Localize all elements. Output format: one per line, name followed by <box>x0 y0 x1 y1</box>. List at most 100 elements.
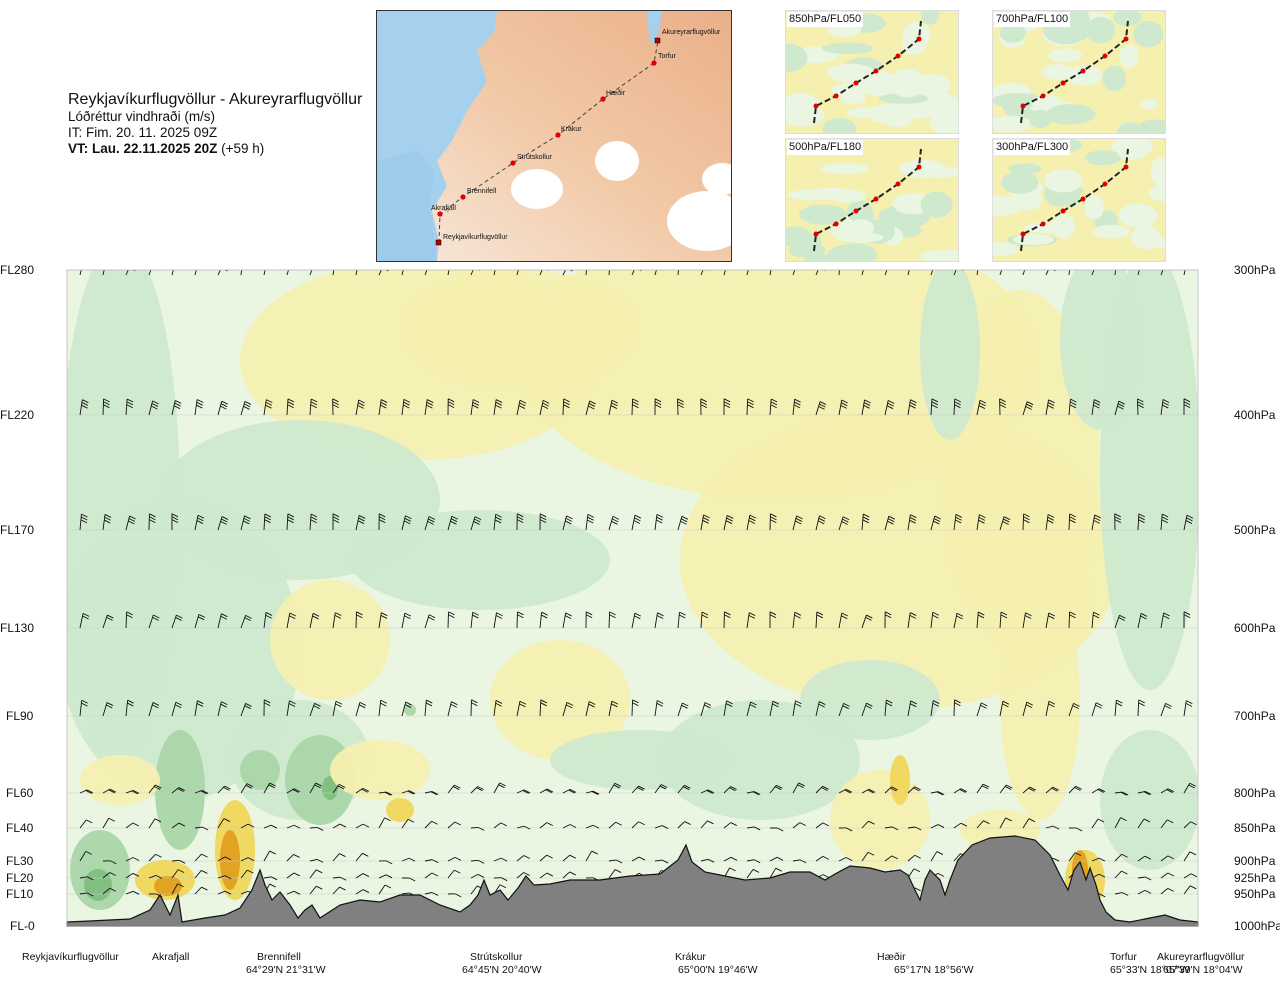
thumbnail-label: 850hPa/FL050 <box>787 12 864 27</box>
wind-barb <box>148 513 156 531</box>
wind-barb <box>769 700 780 717</box>
wind-barb <box>355 701 367 717</box>
map-label-akureyri: Akureyrarflugvöllur <box>662 29 721 36</box>
wind-barb <box>976 820 990 829</box>
wind-barb <box>884 400 895 416</box>
wind-barb <box>953 699 961 717</box>
wind-barb <box>700 820 714 829</box>
wind-barb <box>1068 827 1083 832</box>
wind-barb <box>1091 702 1103 717</box>
wind-barb <box>424 614 436 629</box>
wind-barb <box>148 400 159 416</box>
wind-barb <box>838 827 853 832</box>
wind-barb <box>194 826 209 831</box>
wind-barb <box>1068 702 1080 717</box>
wind-barb <box>792 611 802 629</box>
wind-barb <box>562 824 577 829</box>
wind-barb <box>631 612 642 629</box>
wind-barb <box>792 859 807 864</box>
wind-barb <box>907 854 921 862</box>
wind-barb <box>355 873 370 879</box>
chart-title: Reykjavíkurflugvöllur - Akureyrarflugvöl… <box>68 91 363 108</box>
pressure-level-label: 850hPa <box>1234 821 1276 835</box>
map-label-akrafjall: Akrafjall <box>431 205 456 212</box>
wind-barb <box>447 821 461 829</box>
wind-barb <box>677 515 689 531</box>
wind-barb <box>1045 270 1056 276</box>
wind-barb <box>907 700 917 717</box>
wind-barb <box>401 877 416 882</box>
wind-barb <box>1045 399 1055 416</box>
wind-barb <box>1022 513 1030 531</box>
wind-barb <box>539 513 547 531</box>
wind-barb <box>79 892 94 897</box>
wind-barb <box>378 699 387 717</box>
wind-barb <box>907 514 917 531</box>
wind-barb <box>240 869 254 879</box>
wind-barb <box>309 513 318 531</box>
wind-barb <box>723 611 731 629</box>
wind-barb <box>1160 819 1174 829</box>
wind-barb <box>953 612 964 629</box>
location-name: Hæðir <box>877 951 906 963</box>
wind-barb <box>217 856 232 862</box>
wind-barb <box>1091 857 1106 862</box>
wind-barb <box>217 785 231 794</box>
wind-barb <box>217 516 229 531</box>
wind-barb <box>861 820 875 829</box>
route-map-canvas: Akureyrarflugvöllur Torfur Hæðir Krákur … <box>377 11 731 261</box>
wind-barb <box>470 874 485 879</box>
wind-barb <box>999 398 1006 416</box>
wind-barb <box>171 701 183 717</box>
wind-barb <box>976 399 987 416</box>
location-coordinate: 64°45'N 20°40'W <box>462 964 542 976</box>
wind-barb <box>447 270 450 276</box>
flight-level-label: FL90 <box>6 709 34 723</box>
wind-barb <box>447 784 461 794</box>
wind-barb <box>217 875 232 880</box>
wind-barb <box>608 399 619 416</box>
wind-barb <box>171 859 186 864</box>
wind-barb <box>838 270 840 276</box>
wind-barb <box>148 614 160 629</box>
wind-barb <box>309 398 318 416</box>
wind-barb <box>424 699 433 717</box>
wind-barb <box>79 789 94 794</box>
location-coordinate: 65°33'N 18°07'W <box>1110 964 1190 976</box>
thumbnail-label: 500hPa/FL180 <box>787 140 864 155</box>
wind-barb <box>746 869 760 879</box>
wind-barb <box>700 270 711 276</box>
wind-barb <box>562 515 573 531</box>
wind-barb <box>723 822 737 829</box>
thumbnail-700hpa[interactable]: 700hPa/FL100 <box>992 10 1166 134</box>
wind-barb <box>1183 514 1194 531</box>
thumbnail-map <box>786 148 958 261</box>
wind-barb <box>470 516 482 531</box>
wind-barb <box>355 270 358 276</box>
wind-barb <box>194 870 208 879</box>
location-name: Akrafjall <box>152 951 190 963</box>
wind-barb <box>79 876 94 881</box>
wind-barb <box>1137 699 1145 717</box>
wind-barb <box>1160 888 1174 895</box>
wind-barb <box>562 270 573 276</box>
wind-barb <box>286 398 295 416</box>
thumbnail-850hpa[interactable]: 850hPa/FL050 <box>785 10 959 134</box>
wind-barb <box>1022 270 1032 276</box>
thumbnail-300hpa[interactable]: 300hPa/FL300 <box>992 138 1166 262</box>
location-name: Brennifell <box>257 951 301 963</box>
plot-frame <box>66 269 1199 927</box>
wind-barb <box>286 854 300 862</box>
wind-barb <box>654 513 664 531</box>
wind-barb <box>677 398 684 416</box>
wind-barb <box>907 399 917 416</box>
wind-barb <box>884 855 899 862</box>
wind-barb <box>263 270 266 276</box>
wind-barb <box>424 820 438 829</box>
wind-barb <box>332 886 346 895</box>
wind-barb <box>125 872 140 879</box>
wind-barb <box>608 859 623 864</box>
wind-barb <box>516 270 519 276</box>
wind-barb <box>608 270 610 276</box>
thumbnail-500hpa[interactable]: 500hPa/FL180 <box>785 138 959 262</box>
